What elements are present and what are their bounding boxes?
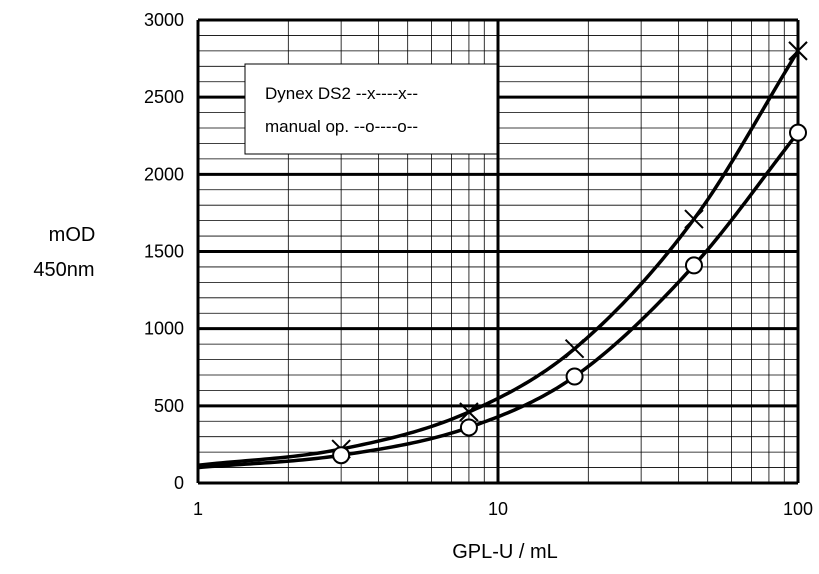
x-tick-label: 100 — [783, 499, 813, 519]
y-tick-label: 1500 — [144, 242, 184, 262]
y-axis-label-line1: mOD — [49, 224, 96, 246]
legend-box — [244, 63, 498, 155]
legend-entry-manual: manual op. --o----o-- — [265, 117, 418, 136]
y-tick-label: 1000 — [144, 319, 184, 339]
data-point-manual — [684, 256, 703, 275]
series-markers — [331, 41, 808, 465]
x-axis-label: GPL-U / mL — [452, 541, 558, 563]
legend: Dynex DS2 --x----x-- manual op. --o----o… — [244, 63, 498, 155]
grid — [196, 18, 800, 485]
legend-entry-dynex: Dynex DS2 --x----x-- — [265, 84, 418, 103]
data-point-manual — [789, 123, 807, 142]
y-tick-label: 0 — [174, 473, 184, 493]
y-tick-label: 3000 — [144, 10, 184, 30]
x-tick-label: 1 — [193, 499, 203, 519]
y-tick-label: 2500 — [144, 87, 184, 107]
y-tick-labels: 0 500 1000 1500 2000 2500 3000 — [144, 10, 184, 493]
data-point-manual — [565, 367, 584, 386]
data-point-dynex — [788, 41, 808, 61]
x-marker-stroke — [564, 339, 585, 359]
data-point-dynex — [564, 339, 585, 359]
y-axis-label-line2: 450nm — [33, 259, 94, 281]
data-point-dynex — [684, 209, 704, 229]
data-point-manual — [459, 418, 478, 437]
y-tick-label: 2000 — [144, 164, 184, 184]
series-curves — [197, 49, 800, 470]
data-point-dynex — [459, 402, 479, 422]
x-marker-stroke — [684, 209, 704, 229]
data-point-manual — [332, 446, 351, 465]
x-tick-label: 10 — [488, 499, 508, 519]
x-tick-labels: 1 10 100 — [193, 499, 813, 519]
x-marker-stroke — [459, 402, 479, 422]
series-line-manual — [197, 131, 800, 470]
y-tick-label: 500 — [154, 396, 184, 416]
series-line-dynex — [197, 49, 800, 467]
x-marker-stroke — [788, 41, 808, 61]
